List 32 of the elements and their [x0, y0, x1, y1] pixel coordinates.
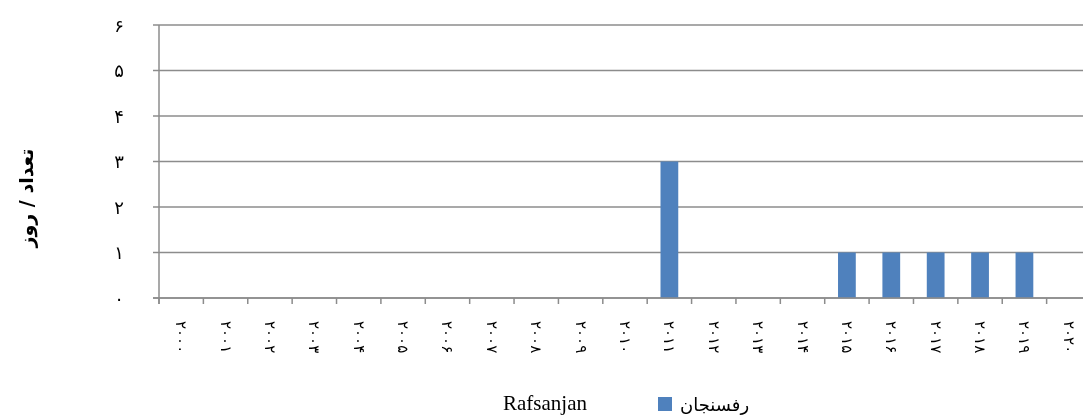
x-tick-label: ۲۰۰۹ — [571, 321, 590, 354]
x-tick-label: ۲۰۰۷ — [482, 321, 501, 354]
y-axis-title: تعداد / روز — [15, 148, 38, 249]
x-tick-label: ۲۰۱۳ — [749, 321, 768, 354]
legend: رفسنجان — [658, 393, 750, 415]
x-tick-label: ۲۰۱۷ — [926, 321, 945, 354]
y-tick-label: ۱ — [114, 242, 124, 263]
x-tick-label: ۲۰۰۶ — [438, 321, 457, 354]
x-tick-label: ۲۰۱۹ — [1015, 321, 1034, 354]
y-tick-label: ۴ — [114, 105, 124, 127]
x-tick-label: ۲۰۱۶ — [882, 321, 901, 354]
x-tick-label: ۲۰۰۴ — [349, 321, 368, 354]
x-tick-label: ۲۰۰۳ — [305, 321, 324, 354]
x-tick-label: ۲۰۰۱ — [216, 321, 235, 354]
x-tick-label: ۲۰۱۴ — [793, 321, 812, 354]
x-axis-title: Rafsanjan — [503, 391, 588, 415]
legend-label: رفسنجان — [680, 393, 750, 415]
x-tick-label: ۲۰۱۲ — [704, 321, 723, 354]
x-tick-label: ۲۰۱۰ — [616, 321, 634, 354]
y-tick-label: ۶ — [114, 14, 124, 36]
x-tick-label: ۲۰۰۸ — [527, 321, 546, 354]
x-tick-label: ۲۰۰۰ — [172, 321, 191, 354]
x-tick-label: ۲۰۰۲ — [260, 321, 279, 354]
x-tick-label: ۲۰۰۵ — [394, 321, 413, 354]
x-tick-label: ۲۰۲۰ — [1059, 321, 1078, 354]
x-tick-label: ۲۰۱۱ — [660, 321, 679, 354]
x-tick-label: ۲۰۱۵ — [837, 321, 856, 354]
y-tick-label: ۲ — [114, 196, 124, 218]
y-tick-label: ۰ — [114, 287, 124, 309]
y-tick-label: ۵ — [114, 60, 124, 81]
x-tick-label: ۲۰۱۸ — [971, 321, 990, 354]
y-tick-label: ۳ — [114, 151, 125, 172]
